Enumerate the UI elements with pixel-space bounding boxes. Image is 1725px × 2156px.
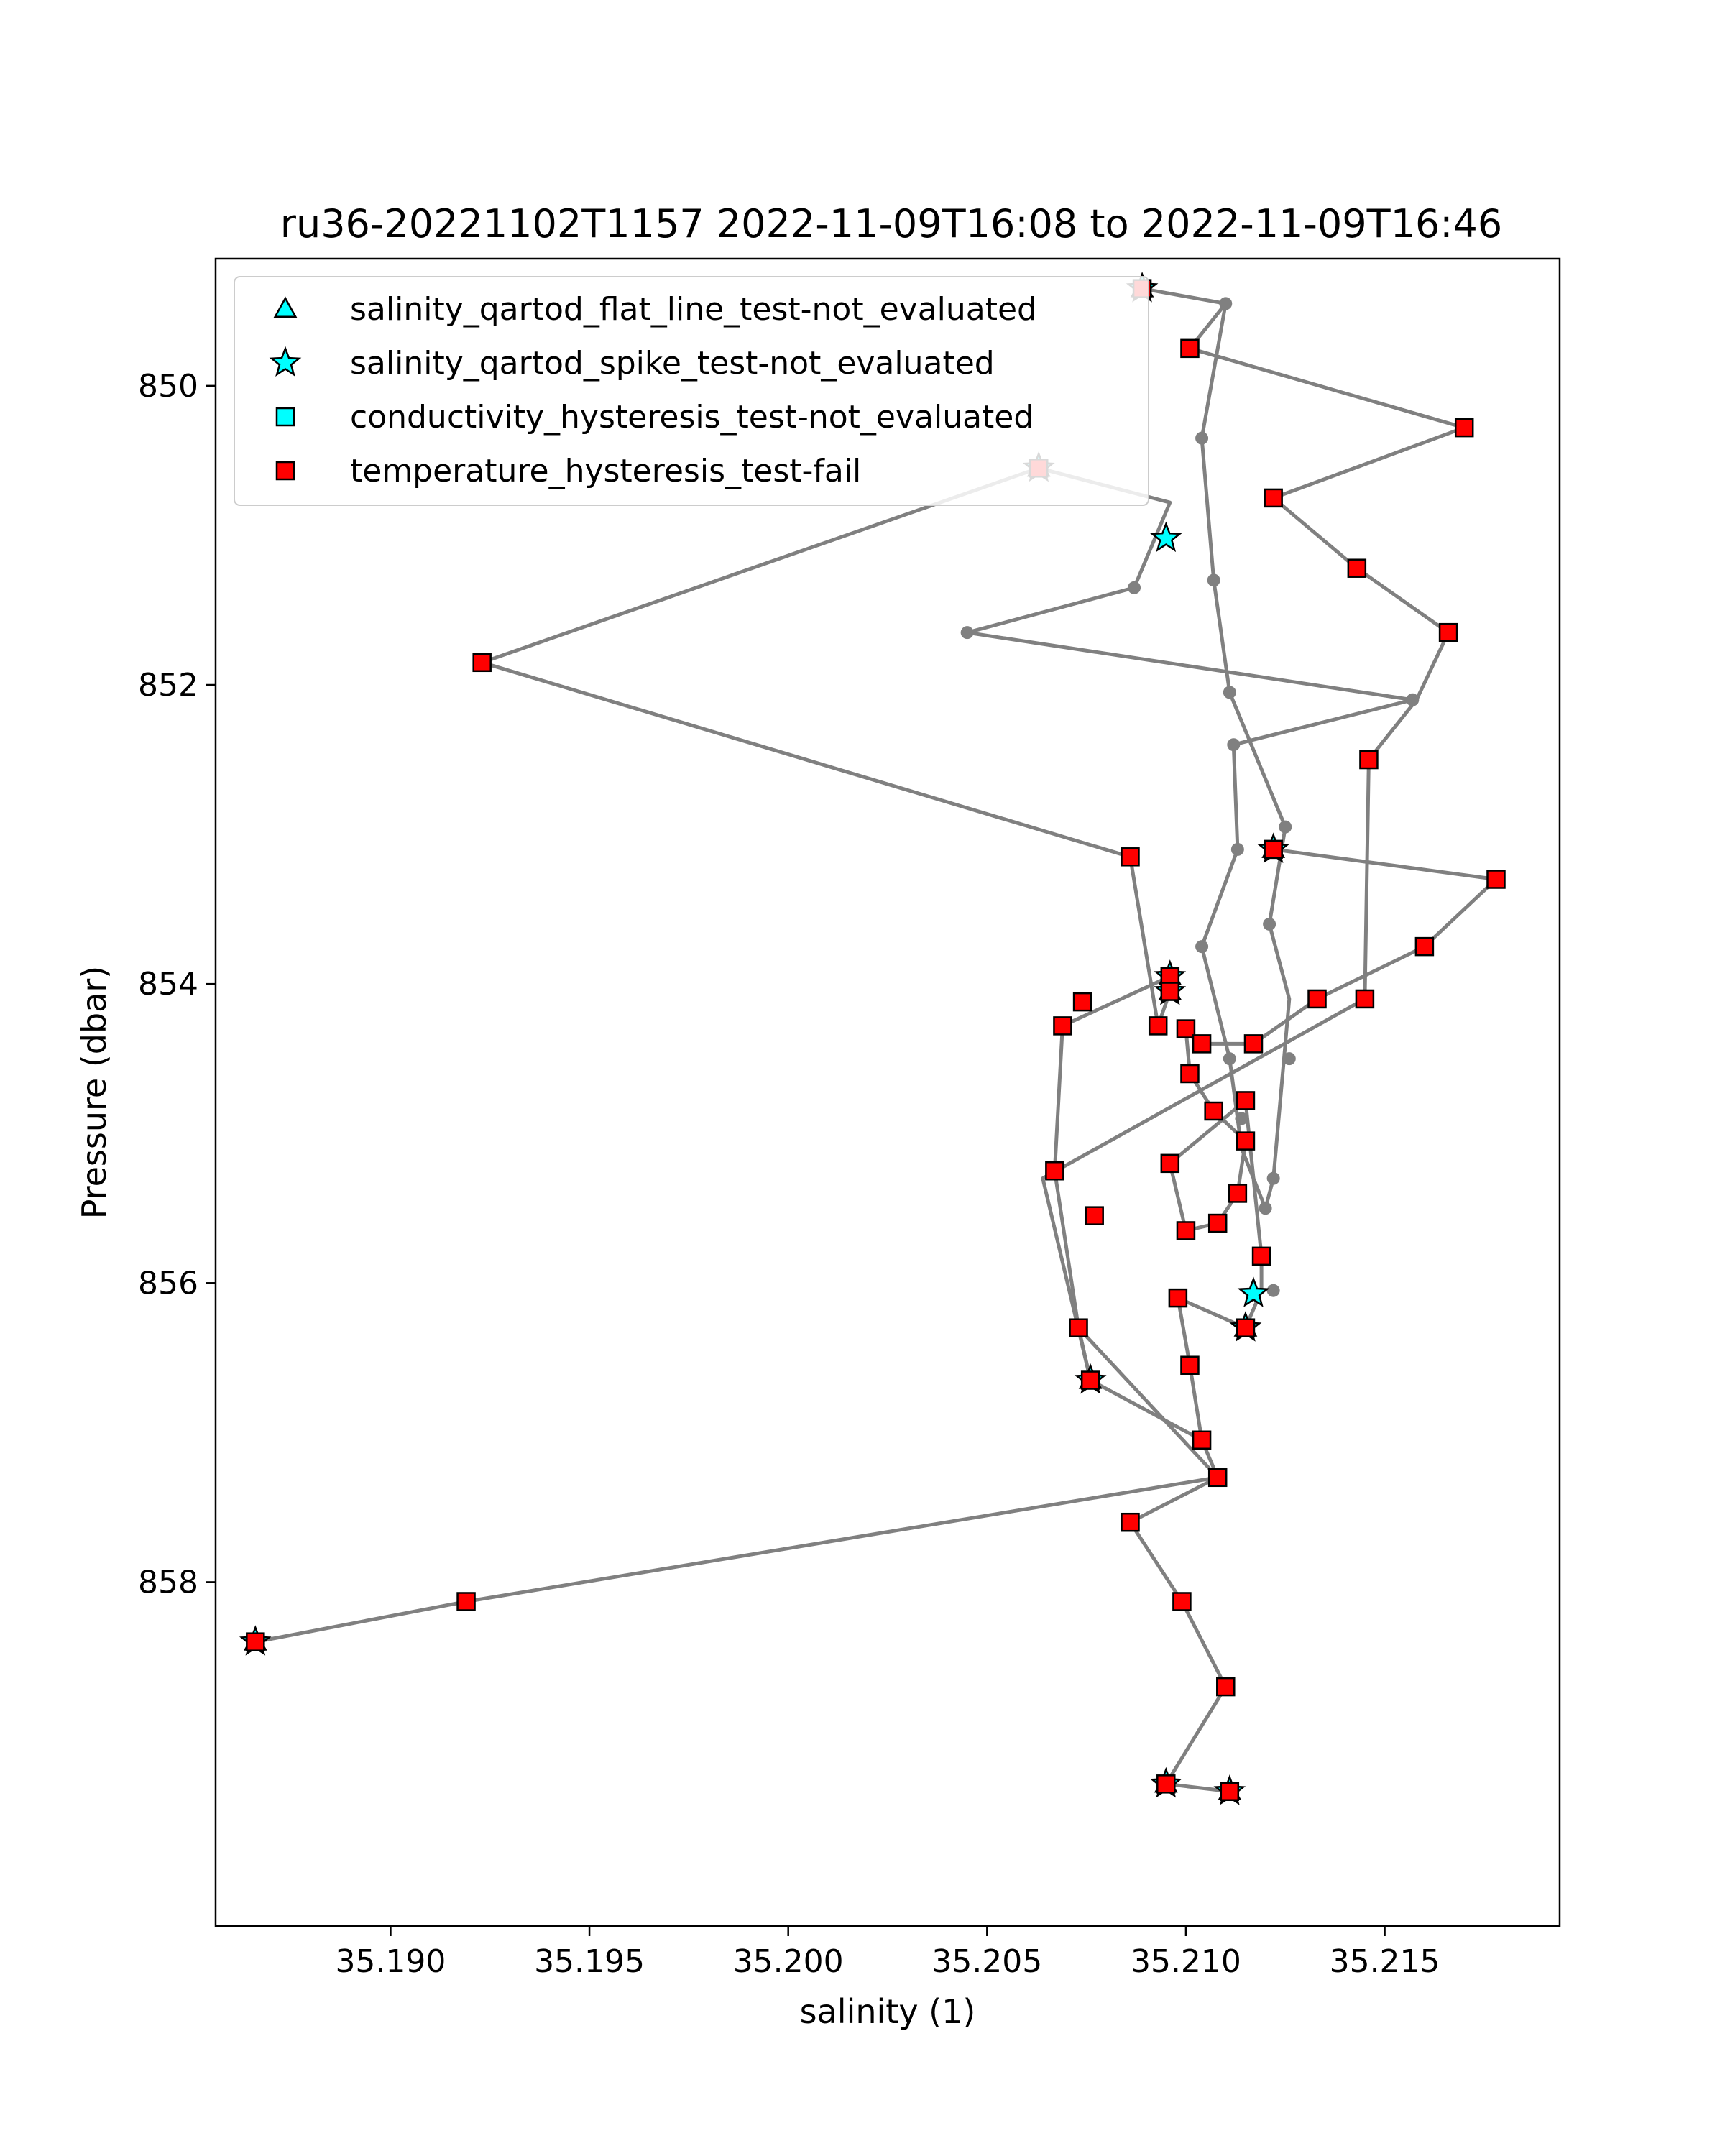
marker-temperature_hysteresis_test-fail: [1236, 1318, 1256, 1337]
marker-temperature_hysteresis_test-fail: [1243, 1034, 1264, 1054]
qc-markers: [239, 272, 1506, 1805]
profile-dots: [960, 297, 1420, 1297]
y-tick-label: 854: [138, 966, 198, 1003]
marker-temperature_hysteresis_test-fail: [1069, 1318, 1088, 1337]
marker-temperature_hysteresis_test-fail: [1307, 989, 1327, 1009]
marker-temperature_hysteresis_test-fail: [1208, 1213, 1228, 1233]
profile-dot: [1195, 940, 1209, 954]
x-axis-label: salinity (1): [800, 1992, 976, 2031]
marker-temperature_hysteresis_test-fail: [1208, 1468, 1228, 1488]
marker-temperature_hysteresis_test-fail: [1264, 839, 1283, 860]
marker-temperature_hysteresis_test-fail: [1438, 622, 1458, 642]
marker-temperature_hysteresis_test-fail: [1236, 1091, 1256, 1110]
marker-temperature_hysteresis_test-fail: [1264, 488, 1283, 508]
x-tick-label: 35.215: [1330, 1943, 1440, 1980]
marker-temperature_hysteresis_test-fail: [246, 1632, 265, 1651]
profile-dot: [1195, 431, 1209, 445]
legend-label: conductivity_hysteresis_test-not_evaluat…: [350, 399, 1034, 436]
marker-temperature_hysteresis_test-fail: [1228, 1184, 1248, 1203]
profile-dot: [1230, 842, 1244, 856]
marker-temperature_hysteresis_test-fail: [1454, 418, 1474, 438]
plot-frame: [214, 257, 1561, 1927]
marker-temperature_hysteresis_test-fail: [1176, 1019, 1196, 1038]
marker-salinity_qartod_spike_test-not_evaluated: [1237, 1276, 1270, 1307]
x-tick-label: 35.205: [932, 1943, 1042, 1980]
marker-temperature_hysteresis_test-fail: [1168, 1288, 1188, 1308]
marker-temperature_hysteresis_test-fail: [1192, 1430, 1212, 1450]
profile-dot: [1235, 1112, 1248, 1125]
marker-temperature_hysteresis_test-fail: [1204, 1101, 1223, 1121]
marker-temperature_hysteresis_test-fail: [456, 1592, 476, 1611]
marker-temperature_hysteresis_test-fail: [1180, 1355, 1200, 1375]
marker-temperature_hysteresis_test-fail: [1359, 750, 1379, 770]
marker-temperature_hysteresis_test-fail: [1180, 1064, 1200, 1084]
x-tick-label: 35.210: [1131, 1943, 1241, 1980]
profile-dot: [1282, 1052, 1296, 1066]
marker-temperature_hysteresis_test-fail: [1072, 992, 1092, 1012]
marker-temperature_hysteresis_test-fail: [1080, 1370, 1100, 1390]
marker-temperature_hysteresis_test-fail: [472, 653, 492, 673]
profile-dot: [1266, 1171, 1280, 1185]
marker-temperature_hysteresis_test-fail: [1347, 558, 1367, 578]
legend-label: temperature_hysteresis_test-fail: [350, 453, 861, 489]
marker-salinity_qartod_spike_test-not_evaluated: [1149, 521, 1182, 553]
x-tick-label: 35.190: [335, 1943, 446, 1980]
y-tick-label: 850: [138, 368, 198, 405]
legend-marker: [275, 461, 295, 481]
profile-dot: [1279, 820, 1292, 834]
marker-temperature_hysteresis_test-fail: [1121, 1512, 1140, 1532]
profile-dot: [1406, 693, 1420, 706]
marker-temperature_hysteresis_test-fail: [1414, 936, 1435, 957]
y-tick-label: 856: [138, 1265, 198, 1302]
x-tick-label: 35.200: [733, 1943, 844, 1980]
series-line-profile-deep: [254, 1439, 1220, 1644]
profile-dot: [1266, 1284, 1280, 1297]
profile-dot: [1207, 573, 1220, 587]
profile-dot: [960, 626, 974, 640]
marker-temperature_hysteresis_test-fail: [1355, 989, 1375, 1009]
marker-temperature_hysteresis_test-fail: [1192, 1034, 1212, 1054]
y-tick-label: 858: [138, 1564, 198, 1600]
legend-label: salinity_qartod_spike_test-not_evaluated: [350, 345, 995, 382]
profile-dot: [1263, 917, 1276, 931]
profile-lines: [254, 287, 1498, 1794]
marker-temperature_hysteresis_test-fail: [1251, 1246, 1271, 1266]
legend-box: [234, 276, 1149, 506]
y-axis-label: Pressure (dbar): [75, 966, 114, 1219]
profile-dot: [1259, 1202, 1272, 1215]
marker-temperature_hysteresis_test-fail: [1085, 1206, 1104, 1225]
marker-temperature_hysteresis_test-fail: [1053, 1016, 1072, 1036]
marker-temperature_hysteresis_test-fail: [1220, 1782, 1240, 1801]
marker-temperature_hysteresis_test-fail: [1486, 870, 1506, 889]
marker-temperature_hysteresis_test-fail: [1160, 1153, 1180, 1174]
profile-dot: [1227, 738, 1241, 752]
marker-temperature_hysteresis_test-fail: [1180, 338, 1200, 359]
profile-dot: [1219, 297, 1233, 310]
y-tick-label: 852: [138, 667, 198, 704]
profile-dot: [1223, 1052, 1236, 1066]
chart-title: ru36-20221102T1157 2022-11-09T16:08 to 2…: [280, 201, 1502, 247]
marker-temperature_hysteresis_test-fail: [1148, 1016, 1168, 1036]
marker-temperature_hysteresis_test-fail: [1172, 1592, 1192, 1611]
marker-temperature_hysteresis_test-fail: [1216, 1677, 1236, 1697]
x-axis-ticks: 35.190 35.195 35.200 35.205 35.210 35.215: [335, 1926, 1440, 1980]
legend-marker: [275, 407, 295, 427]
legend: salinity_qartod_flat_line_test-not_evalu…: [234, 276, 1149, 506]
marker-temperature_hysteresis_test-fail: [1121, 847, 1140, 867]
profile-dot: [1223, 686, 1236, 699]
marker-temperature_hysteresis_test-fail: [1176, 1221, 1196, 1240]
marker-temperature_hysteresis_test-fail: [1236, 1131, 1256, 1151]
marker-temperature_hysteresis_test-fail: [1156, 1774, 1176, 1794]
y-axis-ticks: 850 852 854 856 858: [138, 368, 216, 1600]
legend-marker: [269, 346, 302, 377]
marker-temperature_hysteresis_test-fail: [1160, 982, 1180, 1001]
profile-dot: [1128, 581, 1141, 594]
legend-label: salinity_qartod_flat_line_test-not_evalu…: [350, 291, 1037, 328]
legend-marker: [273, 296, 298, 318]
x-tick-label: 35.195: [534, 1943, 645, 1980]
marker-temperature_hysteresis_test-fail: [1045, 1161, 1064, 1181]
